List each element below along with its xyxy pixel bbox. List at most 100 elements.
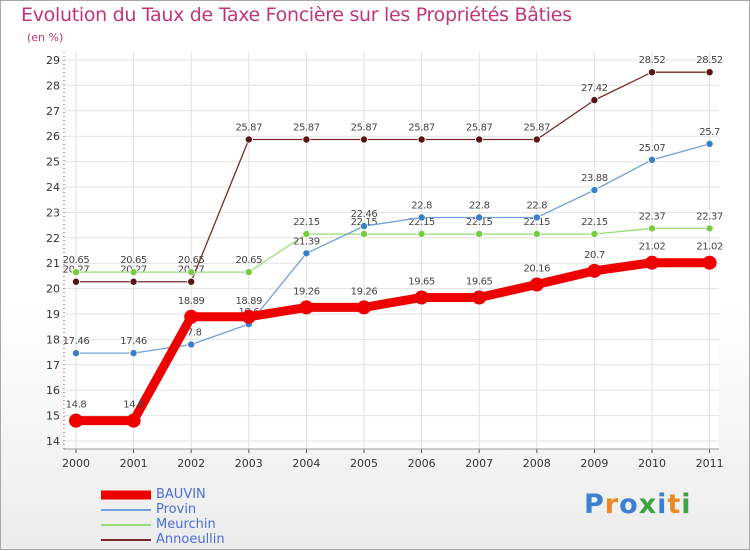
- point-provin: [129, 349, 138, 358]
- legend-label-annoeullin: Annoeullin: [156, 532, 225, 547]
- legend-item-annoeullin: Annoeullin: [101, 532, 321, 547]
- data-label-provin: 17.46: [63, 336, 90, 347]
- data-label-meurchin: 22.37: [639, 211, 666, 222]
- data-label-bauvin: 18.89: [235, 296, 262, 307]
- x-tick-label: 2009: [580, 457, 608, 470]
- data-label-bauvin: 20.16: [523, 264, 550, 275]
- legend-item-bauvin: BAUVIN: [101, 487, 321, 502]
- point-bauvin: [529, 277, 544, 292]
- data-label-meurchin: 22.37: [696, 211, 723, 222]
- point-provin: [475, 213, 484, 222]
- point-annoeullin: [417, 135, 426, 144]
- data-label-annoeullin: 25.87: [235, 123, 262, 134]
- y-tick-label: 17: [46, 359, 60, 372]
- point-provin: [417, 213, 426, 222]
- data-label-meurchin: 22.15: [466, 217, 493, 228]
- point-annoeullin: [244, 135, 253, 144]
- data-label-annoeullin: 28.52: [639, 55, 666, 66]
- data-label-meurchin: 22.15: [408, 217, 435, 228]
- point-bauvin: [587, 263, 602, 278]
- data-label-provin: 25.07: [639, 143, 666, 154]
- point-provin: [705, 139, 714, 148]
- legend-label-bauvin: BAUVIN: [156, 487, 206, 502]
- data-label-bauvin: 21.02: [696, 242, 723, 253]
- y-tick-label: 18: [46, 333, 60, 346]
- y-tick-label: 26: [46, 130, 60, 143]
- y-tick-label: 20: [46, 283, 60, 296]
- legend-swatch-meurchin: [101, 523, 151, 526]
- x-tick-label: 2008: [523, 457, 551, 470]
- legend-swatch-bauvin: [101, 490, 151, 499]
- series-line-annoeullin: [75, 71, 711, 283]
- data-label-bauvin: 19.26: [351, 286, 378, 297]
- data-label-provin: 22.8: [411, 200, 432, 211]
- data-label-meurchin: 20.65: [63, 255, 90, 266]
- point-provin: [648, 155, 657, 164]
- data-label-annoeullin: 25.87: [293, 123, 320, 134]
- x-tick-label: 2003: [235, 457, 263, 470]
- x-tick-label: 2000: [62, 457, 90, 470]
- data-label-bauvin: 14.8: [66, 400, 87, 411]
- data-label-provin: 17.8: [181, 327, 202, 338]
- point-bauvin: [645, 255, 659, 270]
- y-tick-label: 25: [46, 156, 60, 169]
- y-tick-label: 15: [46, 410, 60, 423]
- point-annoeullin: [359, 135, 368, 144]
- point-bauvin: [184, 309, 199, 324]
- y-tick-label: 14: [46, 435, 60, 448]
- data-label-annoeullin: 25.87: [351, 123, 378, 134]
- y-tick-label: 16: [46, 384, 60, 397]
- point-bauvin: [357, 300, 371, 315]
- point-annoeullin: [187, 277, 196, 286]
- data-label-meurchin: 22.15: [523, 217, 550, 228]
- data-label-meurchin: 22.15: [581, 217, 608, 228]
- point-annoeullin: [129, 277, 138, 286]
- x-tick-label: 2007: [465, 457, 493, 470]
- data-label-provin: 22.8: [526, 200, 547, 211]
- point-annoeullin: [475, 135, 484, 144]
- point-annoeullin: [532, 135, 541, 144]
- x-tick-label: 2011: [696, 457, 724, 470]
- data-label-meurchin: 20.65: [178, 255, 205, 266]
- point-meurchin: [648, 224, 657, 233]
- point-meurchin: [705, 224, 714, 233]
- data-label-annoeullin: 25.87: [523, 123, 550, 134]
- point-meurchin: [244, 268, 253, 277]
- point-bauvin: [126, 413, 141, 428]
- point-meurchin: [302, 229, 311, 238]
- x-tick-label: 2006: [408, 457, 436, 470]
- x-tick-label: 2001: [120, 457, 148, 470]
- point-bauvin: [414, 290, 429, 305]
- data-label-annoeullin: 27.42: [581, 83, 608, 94]
- point-provin: [302, 249, 311, 258]
- x-tick-label: 2004: [292, 457, 320, 470]
- legend: BAUVIN Provin Meurchin Annoeullin: [101, 487, 321, 547]
- y-tick-label: 24: [46, 181, 60, 194]
- data-label-bauvin: 20.7: [584, 250, 605, 261]
- point-provin: [532, 213, 541, 222]
- point-annoeullin: [590, 96, 599, 105]
- point-annoeullin: [705, 68, 714, 77]
- point-annoeullin: [72, 277, 81, 286]
- x-tick-label: 2010: [638, 457, 666, 470]
- y-tick-label: 19: [46, 308, 60, 321]
- legend-swatch-provin: [101, 508, 151, 511]
- legend-label-meurchin: Meurchin: [156, 517, 216, 532]
- point-provin: [72, 349, 81, 358]
- y-tick-label: 22: [46, 232, 60, 245]
- series-line-bauvin: [71, 258, 715, 426]
- plot-area: [64, 52, 719, 449]
- data-label-provin: 25.7: [699, 127, 720, 138]
- y-tick-label: 28: [46, 79, 60, 92]
- data-label-meurchin: 20.65: [120, 255, 147, 266]
- y-tick-label: 29: [46, 54, 60, 67]
- y-tick-label: 21: [46, 257, 60, 270]
- data-label-provin: 17.46: [120, 336, 147, 347]
- legend-item-meurchin: Meurchin: [101, 517, 321, 532]
- chart-subtitle: (en %): [27, 31, 64, 44]
- point-meurchin: [475, 229, 484, 238]
- point-provin: [590, 186, 599, 195]
- point-provin: [359, 222, 368, 231]
